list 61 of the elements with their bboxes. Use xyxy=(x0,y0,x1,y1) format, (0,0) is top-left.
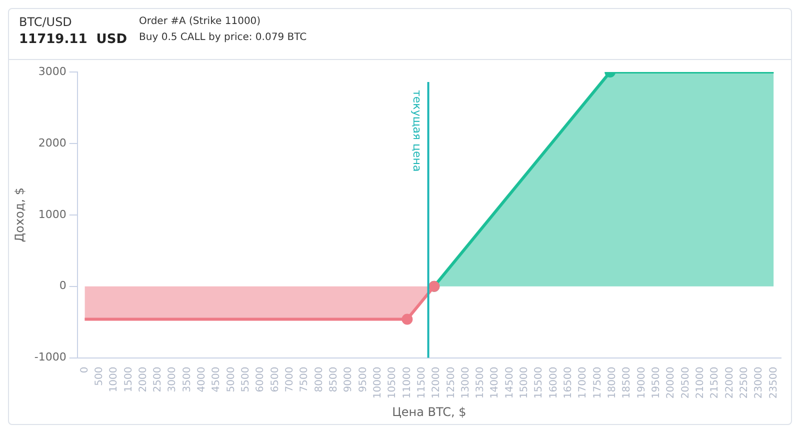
y-axis-title: Доход, $ xyxy=(12,188,26,242)
y-tick-label: 0 xyxy=(59,279,66,292)
y-tick-label: 3000 xyxy=(38,64,66,78)
x-tick-label: 20500 xyxy=(680,366,692,399)
x-tick-label: 7000 xyxy=(284,366,296,392)
x-tick-label: 12500 xyxy=(446,366,457,399)
x-tick-label: 8000 xyxy=(314,366,325,392)
text: Buy 0.5 CALL by price: 0.079 BTC xyxy=(139,32,307,43)
point xyxy=(402,314,413,325)
x-tick-label: 6000 xyxy=(255,366,266,392)
x-tick-label: 14500 xyxy=(504,366,516,399)
x-tick-label: 9500 xyxy=(358,366,369,392)
x-tick-label: 16500 xyxy=(563,366,574,399)
y-tick-label: -1000 xyxy=(34,350,66,364)
x-tick-label: 3500 xyxy=(182,366,193,392)
x-tick-label: 21000 xyxy=(694,366,706,399)
x-tick-label: 4000 xyxy=(196,366,208,392)
x-tick-label: 10000 xyxy=(372,366,384,399)
y-tick-label: 1000 xyxy=(38,208,66,221)
x-tick-label: 15000 xyxy=(519,366,530,399)
x-tick-label: 8500 xyxy=(328,366,340,392)
chart-title: BTC/USD xyxy=(19,15,73,29)
x-tick-label: 16000 xyxy=(548,366,560,399)
x-tick-label: 2000 xyxy=(138,366,149,392)
chart-subtitle: 11719.11 USD xyxy=(19,32,128,47)
x-tick-label: 19000 xyxy=(636,366,648,399)
x-axis-title: Цена BTC, $ xyxy=(392,404,466,419)
x-tick-label: 18000 xyxy=(607,366,618,399)
ref-line-label: текущая цена xyxy=(410,90,424,172)
x-tick-label: 12000 xyxy=(431,366,442,399)
x-tick-label: 5000 xyxy=(226,366,237,392)
x-tick-label: 3000 xyxy=(167,366,178,392)
x-tick-label: 500 xyxy=(94,366,105,386)
x-tick-label: 22000 xyxy=(724,366,736,399)
x-tick-label: 1500 xyxy=(123,366,134,392)
x-tick-label: 22500 xyxy=(738,366,750,399)
x-tick-label: 10500 xyxy=(387,366,398,399)
x-tick-label: 21500 xyxy=(710,366,721,399)
x-tick-label: 1000 xyxy=(108,366,120,392)
x-tick-label: 17000 xyxy=(578,366,589,399)
x-tick-label: 23000 xyxy=(754,366,765,399)
text: Order #A (Strike 11000) xyxy=(139,16,262,27)
x-tick-label: 4500 xyxy=(211,366,222,392)
x-tick-label: 17500 xyxy=(592,366,604,399)
x-tick-label: 11500 xyxy=(416,366,428,399)
y-tick-label: 2000 xyxy=(38,136,66,150)
x-tick-label: 20000 xyxy=(666,366,677,399)
x-tick-label: 13500 xyxy=(475,366,486,399)
x-tick-label: 15500 xyxy=(534,366,545,399)
x-tick-label: 0 xyxy=(79,366,90,374)
x-tick-label: 9000 xyxy=(343,366,354,392)
x-tick-label: 11000 xyxy=(402,366,413,399)
x-tick-label: 2500 xyxy=(152,366,164,392)
x-tick-label: 13000 xyxy=(460,366,472,399)
x-tick-label: 23500 xyxy=(768,366,780,399)
x-tick-label: 6500 xyxy=(270,366,281,392)
x-tick-label: 7500 xyxy=(299,366,310,392)
x-tick-label: 18500 xyxy=(622,366,633,399)
x-tick-label: 19500 xyxy=(650,366,662,399)
x-tick-label: 14000 xyxy=(490,366,501,399)
x-tick-label: 5500 xyxy=(240,366,252,392)
